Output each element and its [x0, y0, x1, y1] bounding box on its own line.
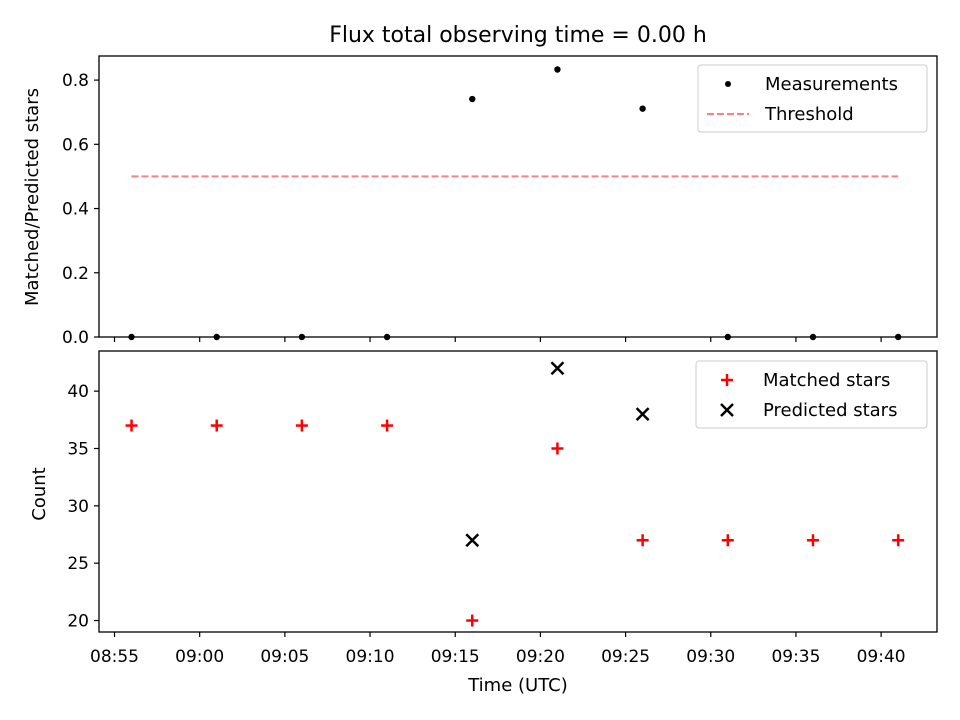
top-legend-box: [697, 64, 928, 133]
top-x-axis-ticks: [113, 337, 882, 342]
legend-matched-marker: [721, 374, 733, 386]
matched-star-point: [721, 534, 734, 547]
predicted-star-point: [465, 533, 480, 548]
matched-star-point: [381, 419, 394, 432]
top-y-tick-label: 0.0: [62, 328, 89, 348]
legend-measurements-marker: [725, 81, 731, 87]
x-tick-label: 08:55: [90, 647, 139, 667]
top-y-tick-label: 0.2: [62, 264, 89, 284]
bottom-plot-marks: [125, 361, 905, 627]
x-axis-label: Time (UTC): [467, 675, 568, 696]
matched-star-point: [806, 534, 819, 547]
bottom-y-axis-ticks: 20 25 30 35 40: [67, 382, 99, 632]
measurement-point: [554, 66, 561, 73]
bottom-legend-box: [695, 360, 928, 429]
bottom-y-tick-label: 35: [67, 439, 89, 459]
x-tick-label: 09:30: [686, 647, 735, 667]
predicted-star-point: [550, 361, 565, 376]
matched-star-point: [295, 419, 308, 432]
bottom-y-tick-label: 25: [67, 554, 89, 574]
measurement-point: [469, 95, 476, 103]
legend-predicted-marker: [720, 403, 734, 417]
chart-title: Flux total observing time = 0.00 h: [329, 23, 707, 48]
top-y-tick-label: 0.6: [62, 135, 89, 155]
x-tick-label: 09:40: [857, 647, 906, 667]
matched-star-point: [466, 614, 479, 627]
matched-star-point: [125, 419, 138, 432]
bottom-y-tick-label: 20: [67, 612, 89, 632]
matched-star-point: [210, 419, 223, 432]
matched-star-point: [551, 442, 564, 455]
top-y-axis-ticks: 0.0 0.2 0.4 0.6 0.8: [62, 71, 99, 348]
x-tick-label: 09:05: [260, 647, 309, 667]
legend-predicted-label: Predicted stars: [763, 400, 897, 421]
x-tick-label: 09:15: [431, 647, 480, 667]
matched-star-point: [636, 534, 649, 547]
x-tick-label: 09:35: [771, 647, 820, 667]
legend-measurements-label: Measurements: [765, 74, 898, 95]
top-y-axis-label: Matched/Predicted stars: [22, 88, 43, 306]
predicted-star-point: [635, 407, 650, 421]
top-y-tick-label: 0.4: [62, 200, 89, 220]
bottom-y-tick-label: 40: [67, 382, 89, 402]
top-y-tick-label: 0.8: [62, 71, 89, 91]
top-legend: Measurements Threshold: [697, 64, 928, 133]
legend-threshold-label: Threshold: [764, 104, 854, 125]
bottom-axes-frame: [98, 350, 938, 633]
bottom-y-tick-label: 30: [67, 497, 89, 517]
x-tick-label: 09:00: [175, 647, 224, 667]
top-axes-frame: [98, 55, 938, 338]
measurement-point: [639, 105, 646, 112]
bottom-y-axis-label: Count: [29, 467, 50, 520]
x-tick-label: 09:20: [516, 647, 565, 667]
bottom-x-axis-ticks: 08:55 09:00 09:05 09:10 09:15 09:20 09:25 09:30…: [90, 632, 906, 667]
x-tick-label: 09:25: [601, 647, 650, 667]
bottom-legend: Matched stars Predicted stars: [695, 360, 928, 429]
legend-matched-label: Matched stars: [763, 370, 890, 391]
matched-star-point: [892, 534, 905, 547]
x-tick-label: 09:10: [346, 647, 395, 667]
